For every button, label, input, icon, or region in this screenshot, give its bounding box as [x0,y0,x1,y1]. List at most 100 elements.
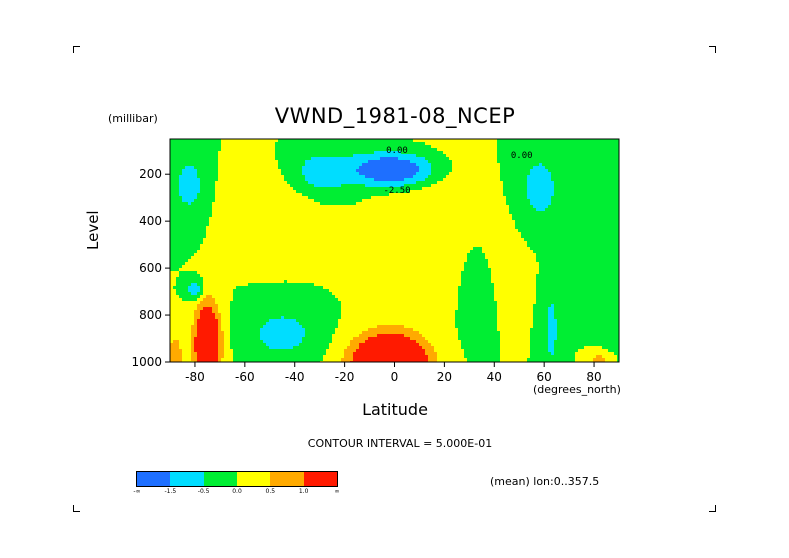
contour-cell [314,301,318,305]
contour-cell [200,187,204,191]
contour-cell [317,211,321,215]
contour-cell [287,337,291,341]
contour-cell [320,244,324,248]
contour-cell [176,274,180,278]
contour-cell [179,157,183,161]
contour-cell [257,346,261,350]
contour-cell [332,184,336,188]
contour-cell [251,271,255,275]
contour-cell [221,196,225,200]
contour-cell [182,163,186,167]
contour-cell [206,250,210,254]
contour-cell [341,283,345,287]
contour-cell [236,151,240,155]
contour-cell [260,337,264,341]
contour-cell [272,244,276,248]
contour-cell [224,250,228,254]
contour-cell [227,217,231,221]
contour-cell [353,235,357,239]
contour-cell [221,220,225,224]
contour-cell [317,241,321,245]
contour-cell [332,238,336,242]
contour-cell [197,271,201,275]
contour-cell [347,310,351,314]
contour-cell [194,175,198,179]
contour-cell [353,289,357,293]
contour-cell [209,229,213,233]
contour-cell [173,259,177,263]
contour-cell [260,340,264,344]
contour-cell [203,145,207,149]
contour-cell [272,268,276,272]
contour-cell [350,244,354,248]
contour-cell [356,304,360,308]
contour-cell [296,280,300,284]
contour-cell [212,190,216,194]
contour-cell [218,196,222,200]
contour-cell [197,160,201,164]
contour-cell [332,343,336,347]
contour-cell [185,193,189,197]
contour-cell [341,286,345,290]
contour-cell [275,337,279,341]
contour-cell [347,343,351,347]
contour-cell [224,322,228,326]
contour-cell [368,202,372,206]
contour-cell [251,214,255,218]
contour-cell [278,307,282,311]
contour-cell [230,250,234,254]
contour-cell [317,253,321,257]
contour-cell [296,142,300,146]
contour-cell [332,223,336,227]
contour-cell [314,178,318,182]
contour-cell [224,226,228,230]
contour-cell [359,277,363,281]
contour-cell [179,292,183,296]
contour-cell [191,274,195,278]
contour-cell [257,331,261,335]
contour-cell [278,187,282,191]
contour-cell [362,247,366,251]
contour-cell [248,262,252,266]
contour-cell [185,256,189,260]
contour-cell [182,343,186,347]
contour-cell [254,304,258,308]
contour-cell [293,226,297,230]
contour-cell [263,304,267,308]
contour-cell [356,190,360,194]
contour-cell [221,259,225,263]
contour-cell [293,307,297,311]
contour-cell [242,175,246,179]
contour-cell [206,196,210,200]
contour-cell [302,181,306,185]
contour-cell [176,145,180,149]
contour-cell [248,322,252,326]
contour-cell [206,184,210,188]
contour-cell [275,232,279,236]
contour-cell [227,214,231,218]
contour-cell [203,319,207,323]
contour-cell [212,280,216,284]
contour-cell [206,253,210,257]
contour-cell [305,154,309,158]
contour-cell [182,280,186,284]
contour-cell [269,211,273,215]
contour-cell [245,346,249,350]
contour-cell [170,259,174,263]
contour-cell [326,187,330,191]
contour-cell [323,250,327,254]
contour-cell [344,328,348,332]
contour-cell [263,181,267,185]
contour-cell [332,244,336,248]
contour-cell [359,343,363,347]
contour-cell [326,226,330,230]
contour-cell [251,340,255,344]
contour-cell [242,142,246,146]
contour-cell [176,301,180,305]
contour-cell [203,352,207,356]
contour-cell [245,322,249,326]
contour-cell [227,151,231,155]
contour-cell [311,250,315,254]
contour-cell [326,196,330,200]
contour-cell [278,259,282,263]
